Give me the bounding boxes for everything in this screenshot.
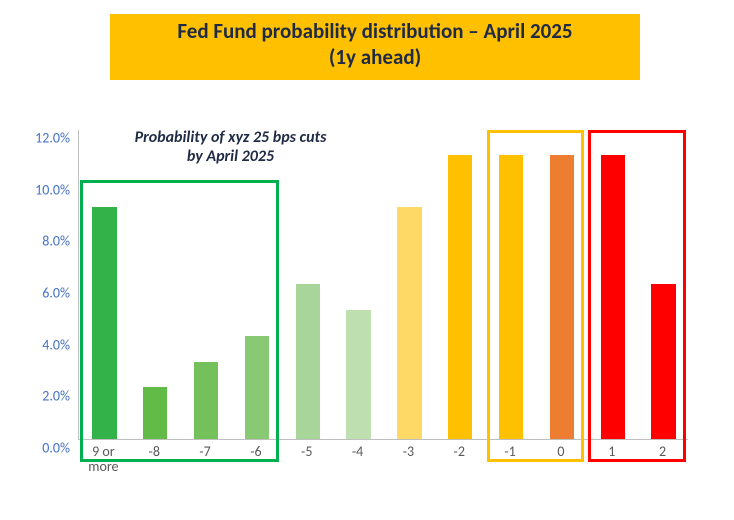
x-tick-label: 9 or more [78, 444, 129, 475]
annotation-line2: by April 2025 [115, 147, 347, 166]
bar [143, 387, 167, 439]
y-tick-label: 8.0% [10, 233, 70, 250]
bar [92, 207, 116, 440]
bar [601, 155, 625, 439]
bar [296, 284, 320, 439]
x-tick-label: -6 [231, 444, 282, 459]
x-tick-label: 1 [586, 444, 637, 459]
plot-region [78, 130, 688, 440]
title-line2: (1y ahead) [120, 44, 630, 70]
bar [651, 284, 675, 439]
bar [550, 155, 574, 439]
bar [194, 362, 218, 440]
x-tick-label: -3 [383, 444, 434, 459]
bar [245, 336, 269, 439]
chart-title-banner: Fed Fund probability distribution – Apri… [110, 14, 640, 80]
y-tick-label: 10.0% [10, 181, 70, 198]
annotation-line1: Probability of xyz 25 bps cuts [115, 128, 347, 147]
y-tick-label: 12.0% [10, 130, 70, 147]
x-tick-label: -5 [281, 444, 332, 459]
annotation-text: Probability of xyz 25 bps cutsby April 2… [115, 128, 347, 166]
bar [499, 155, 523, 439]
bar [448, 155, 472, 439]
y-tick-label: 0.0% [10, 440, 70, 457]
y-tick-label: 4.0% [10, 336, 70, 353]
x-tick-label: -7 [180, 444, 231, 459]
x-tick-label: 0 [536, 444, 587, 459]
x-tick-label: -4 [332, 444, 383, 459]
title-line1: Fed Fund probability distribution – Apri… [120, 18, 630, 44]
x-tick-label: -8 [129, 444, 180, 459]
bar [397, 207, 421, 440]
y-tick-label: 2.0% [10, 388, 70, 405]
chart-area: 0.0%2.0%4.0%6.0%8.0%10.0%12.0%9 or more-… [58, 108, 698, 488]
y-tick-label: 6.0% [10, 285, 70, 302]
chart-stage: Fed Fund probability distribution – Apri… [0, 0, 734, 520]
x-tick-label: -2 [434, 444, 485, 459]
x-tick-label: -1 [485, 444, 536, 459]
bar [346, 310, 370, 439]
x-tick-label: 2 [637, 444, 688, 459]
